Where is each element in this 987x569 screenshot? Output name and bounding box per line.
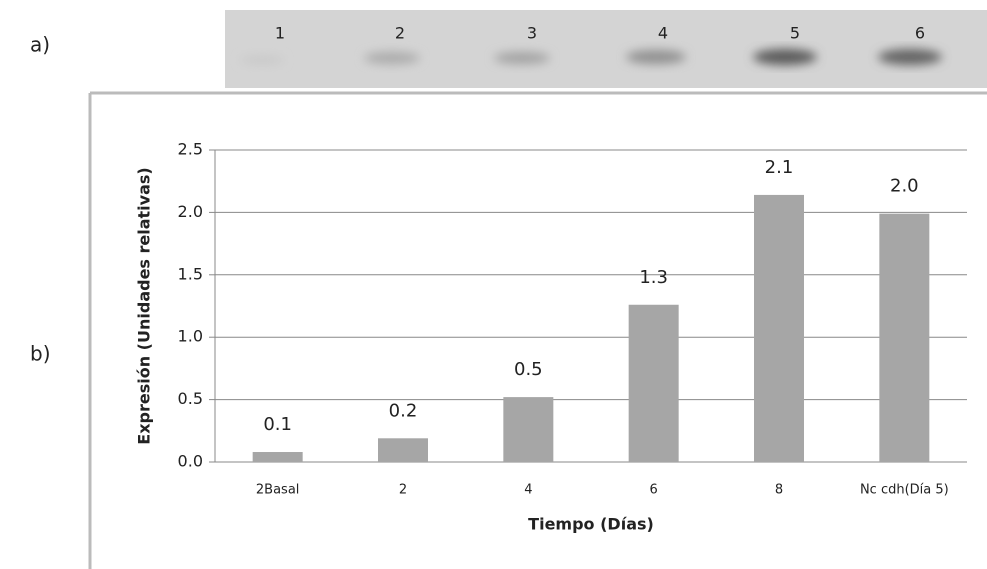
data-label: 1.3 (639, 267, 668, 288)
bar (253, 452, 303, 462)
data-label: 0.5 (514, 359, 543, 380)
bar (754, 195, 804, 462)
x-axis-title: Tiempo (Días) (528, 515, 654, 534)
x-tick-label: 6 (650, 483, 658, 498)
y-tick-label: 2.0 (178, 202, 203, 221)
y-tick-label: 1.0 (178, 327, 203, 346)
lane-label: 5 (790, 24, 800, 43)
data-label: 2.0 (890, 176, 919, 197)
bar (503, 397, 553, 462)
x-tick-label: 2 (399, 483, 407, 498)
x-tick-label: Nc cdh(Día 5) (860, 483, 949, 498)
lane-label: 2 (395, 24, 405, 43)
y-tick-label: 2.5 (178, 140, 203, 159)
data-label: 2.1 (765, 157, 794, 178)
y-tick-label: 0.0 (178, 452, 203, 471)
bar (378, 438, 428, 462)
bar (879, 214, 929, 462)
x-tick-label: 8 (775, 483, 783, 498)
gel-image (225, 10, 987, 88)
y-tick-label: 0.5 (178, 389, 203, 408)
x-tick-label: 2Basal (256, 483, 300, 498)
panel-label: b) (30, 342, 51, 366)
page: a) b) Expresión (Unidades relativas) Tie… (0, 0, 987, 569)
bar (629, 305, 679, 462)
lane-label: 4 (658, 24, 668, 43)
lane-label: 1 (275, 24, 285, 43)
y-tick-label: 1.5 (178, 264, 203, 283)
data-label: 0.2 (389, 400, 418, 421)
lane-label: 3 (527, 24, 537, 43)
y-axis-title: Expresión (Unidades relativas) (135, 167, 154, 444)
data-label: 0.1 (263, 414, 292, 435)
x-tick-label: 4 (524, 483, 532, 498)
lane-label: 6 (915, 24, 925, 43)
panel-label: a) (30, 33, 50, 57)
